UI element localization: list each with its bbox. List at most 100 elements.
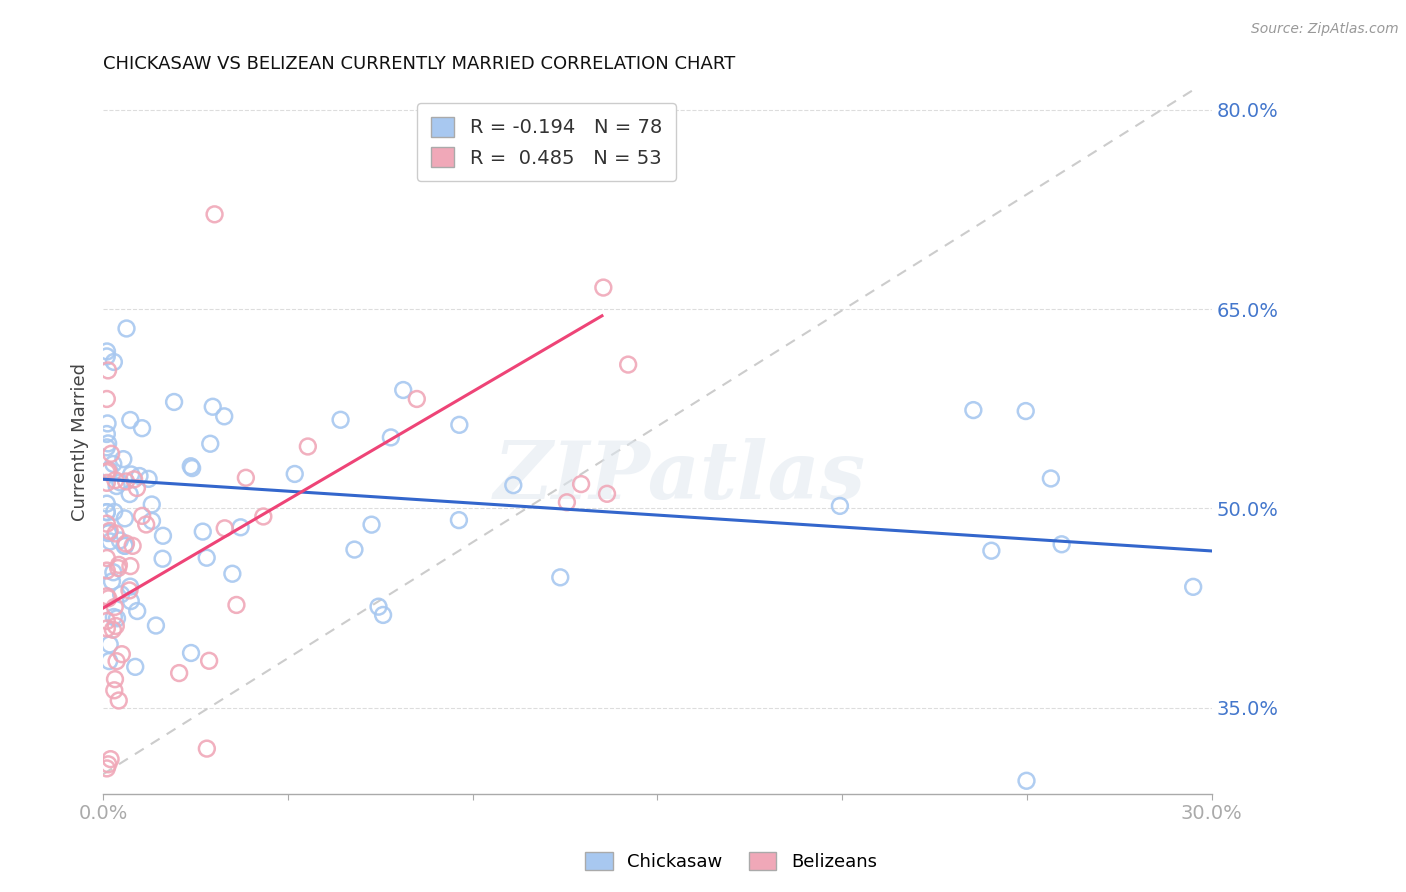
- Point: [828, 499, 851, 513]
- Point: [1015, 773, 1038, 788]
- Point: [118, 583, 141, 598]
- Point: [96, 344, 118, 359]
- Point: [104, 526, 127, 541]
- Point: [1050, 537, 1073, 551]
- Point: [97, 464, 120, 478]
- Point: [115, 475, 138, 489]
- Point: [120, 467, 142, 482]
- Point: [103, 505, 125, 519]
- Point: [214, 521, 236, 535]
- Point: [392, 383, 415, 397]
- Point: [343, 542, 366, 557]
- Point: [114, 511, 136, 525]
- Point: [200, 436, 222, 450]
- Point: [97, 591, 120, 606]
- Point: [97, 526, 120, 541]
- Point: [596, 487, 619, 501]
- Point: [110, 587, 132, 601]
- Point: [195, 741, 218, 756]
- Point: [97, 363, 120, 377]
- Point: [131, 421, 153, 435]
- Point: [141, 514, 163, 528]
- Point: [127, 604, 149, 618]
- Point: [367, 599, 389, 614]
- Point: [141, 498, 163, 512]
- Point: [120, 580, 142, 594]
- Point: [103, 566, 125, 580]
- Point: [221, 566, 243, 581]
- Point: [107, 561, 129, 575]
- Point: [107, 693, 129, 707]
- Point: [103, 457, 125, 471]
- Point: [180, 459, 202, 474]
- Point: [152, 551, 174, 566]
- Point: [329, 413, 352, 427]
- Point: [360, 517, 382, 532]
- Point: [100, 752, 122, 766]
- Point: [96, 589, 118, 603]
- Point: [569, 477, 592, 491]
- Point: [96, 516, 118, 531]
- Text: CHICKASAW VS BELIZEAN CURRENTLY MARRIED CORRELATION CHART: CHICKASAW VS BELIZEAN CURRENTLY MARRIED …: [103, 55, 735, 73]
- Point: [284, 467, 307, 481]
- Point: [145, 618, 167, 632]
- Point: [980, 543, 1002, 558]
- Point: [167, 666, 190, 681]
- Point: [115, 536, 138, 550]
- Point: [98, 463, 121, 477]
- Point: [98, 534, 121, 549]
- Point: [225, 598, 247, 612]
- Point: [108, 533, 131, 548]
- Point: [114, 539, 136, 553]
- Point: [101, 623, 124, 637]
- Point: [962, 403, 984, 417]
- Point: [105, 654, 128, 668]
- Point: [371, 607, 394, 622]
- Point: [98, 524, 121, 538]
- Point: [112, 452, 135, 467]
- Point: [101, 574, 124, 589]
- Point: [103, 355, 125, 369]
- Point: [104, 672, 127, 686]
- Point: [131, 508, 153, 523]
- Point: [96, 441, 118, 455]
- Point: [380, 430, 402, 444]
- Point: [96, 475, 118, 490]
- Point: [191, 524, 214, 539]
- Point: [98, 637, 121, 651]
- Point: [135, 517, 157, 532]
- Point: [105, 611, 128, 625]
- Point: [122, 472, 145, 486]
- Point: [97, 525, 120, 540]
- Point: [204, 207, 226, 221]
- Point: [110, 475, 132, 490]
- Point: [120, 594, 142, 608]
- Point: [180, 646, 202, 660]
- Point: [1015, 404, 1038, 418]
- Point: [100, 447, 122, 461]
- Point: [128, 469, 150, 483]
- Point: [120, 413, 142, 427]
- Point: [96, 427, 118, 442]
- Point: [1039, 471, 1062, 485]
- Point: [97, 757, 120, 772]
- Point: [114, 539, 136, 553]
- Point: [96, 465, 118, 479]
- Point: [111, 647, 134, 661]
- Point: [212, 409, 235, 424]
- Point: [555, 495, 578, 509]
- Point: [120, 559, 142, 574]
- Point: [125, 481, 148, 495]
- Point: [108, 558, 131, 572]
- Point: [96, 614, 118, 628]
- Point: [163, 395, 186, 409]
- Point: [96, 350, 118, 364]
- Point: [235, 471, 257, 485]
- Point: [152, 529, 174, 543]
- Point: [138, 472, 160, 486]
- Point: [1182, 580, 1205, 594]
- Point: [96, 392, 118, 406]
- Point: [97, 436, 120, 450]
- Point: [96, 505, 118, 519]
- Point: [98, 654, 121, 668]
